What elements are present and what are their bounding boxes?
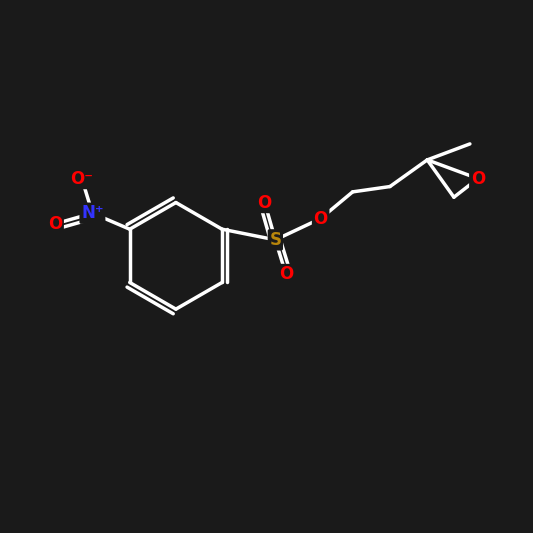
Text: O: O	[48, 215, 62, 233]
Text: O: O	[257, 193, 272, 212]
Text: O: O	[313, 209, 328, 228]
Text: O⁻: O⁻	[70, 169, 93, 188]
Text: S: S	[269, 231, 281, 249]
Text: O: O	[279, 265, 293, 284]
Text: N⁺: N⁺	[81, 204, 104, 222]
Text: O: O	[471, 169, 485, 188]
